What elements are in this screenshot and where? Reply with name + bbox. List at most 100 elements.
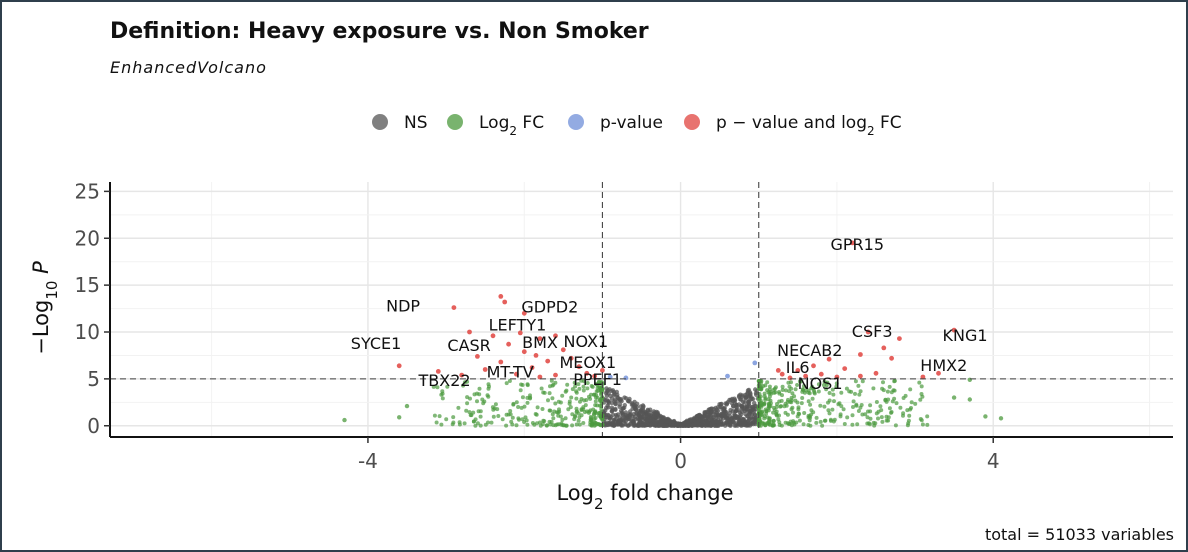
data-point <box>522 420 527 424</box>
data-point <box>767 404 772 409</box>
data-point <box>775 368 781 373</box>
data-point <box>489 420 494 425</box>
gene-label-casr: CASR <box>447 336 490 355</box>
data-point <box>472 392 477 397</box>
data-point <box>516 405 521 409</box>
data-point <box>614 389 619 395</box>
data-point <box>547 419 552 424</box>
data-point <box>752 360 758 366</box>
data-point <box>634 404 640 410</box>
data-point <box>998 416 1004 421</box>
data-point <box>510 415 515 420</box>
gene-label-ppef1: PPEF1 <box>573 370 622 389</box>
data-point <box>782 404 787 409</box>
data-point <box>577 386 582 391</box>
data-point <box>482 367 488 372</box>
data-point <box>535 421 539 426</box>
data-point <box>635 423 640 428</box>
data-point <box>881 345 887 351</box>
data-point <box>459 372 465 378</box>
data-point <box>897 336 902 341</box>
gene-label-bmx: BMX <box>522 333 558 352</box>
data-point <box>707 422 713 427</box>
data-point <box>549 378 554 383</box>
data-point <box>828 418 833 423</box>
data-point <box>440 396 445 401</box>
data-point <box>521 310 527 316</box>
data-point <box>475 399 479 404</box>
data-point <box>746 403 752 408</box>
data-point <box>550 383 555 388</box>
gene-label-nox1: NOX1 <box>564 332 609 351</box>
data-point <box>631 422 637 427</box>
data-point <box>821 383 826 388</box>
data-point <box>832 399 836 404</box>
data-point <box>710 410 715 415</box>
data-point <box>465 395 470 400</box>
data-point <box>656 413 661 419</box>
data-point <box>775 402 779 406</box>
data-point <box>620 410 625 415</box>
data-point <box>587 394 591 399</box>
data-point <box>556 413 561 418</box>
data-point <box>537 374 543 380</box>
data-point <box>757 416 762 421</box>
data-point <box>789 380 793 385</box>
data-point <box>851 405 855 409</box>
data-point <box>747 394 752 399</box>
data-point <box>606 422 611 428</box>
data-point <box>597 413 602 418</box>
data-point <box>793 387 798 392</box>
data-point <box>396 363 402 369</box>
data-point <box>600 368 605 373</box>
data-point <box>825 380 830 385</box>
data-point <box>716 412 721 417</box>
data-point <box>623 410 629 415</box>
cutoff-lines <box>110 182 1173 437</box>
data-point <box>774 411 779 416</box>
data-point <box>618 398 623 403</box>
gene-label-nos1: NOS1 <box>798 374 843 393</box>
data-point <box>841 407 846 412</box>
y-tick-label: 5 <box>87 367 100 391</box>
data-point <box>787 384 792 389</box>
data-point <box>730 403 736 409</box>
data-point <box>529 365 535 370</box>
data-point <box>581 384 586 389</box>
data-point <box>907 413 912 418</box>
data-point <box>574 396 579 401</box>
data-point <box>856 383 861 388</box>
data-point <box>573 414 577 419</box>
data-point <box>563 416 568 421</box>
data-point <box>530 421 535 425</box>
data-point <box>528 396 532 401</box>
data-point <box>746 399 751 405</box>
data-point <box>533 353 539 358</box>
data-point <box>783 388 788 393</box>
data-point <box>654 409 659 415</box>
data-point <box>925 414 930 419</box>
data-point <box>770 423 775 428</box>
data-point <box>613 416 618 422</box>
data-point <box>728 407 733 413</box>
data-point <box>498 359 504 365</box>
data-point <box>818 403 823 408</box>
data-point <box>746 414 751 419</box>
data-point <box>475 421 480 426</box>
data-point <box>777 390 781 394</box>
data-point <box>796 407 801 412</box>
data-point <box>525 422 530 427</box>
data-point <box>517 417 521 422</box>
x-tick-label: 4 <box>987 449 1000 473</box>
data-point <box>612 397 618 402</box>
y-tick-label: 10 <box>75 320 100 344</box>
data-point <box>535 405 540 410</box>
data-point <box>856 409 861 413</box>
data-point <box>791 410 795 415</box>
data-point <box>845 415 850 420</box>
data-point <box>546 398 550 403</box>
data-point <box>789 407 794 412</box>
data-point <box>909 406 913 410</box>
data-point <box>750 396 756 402</box>
